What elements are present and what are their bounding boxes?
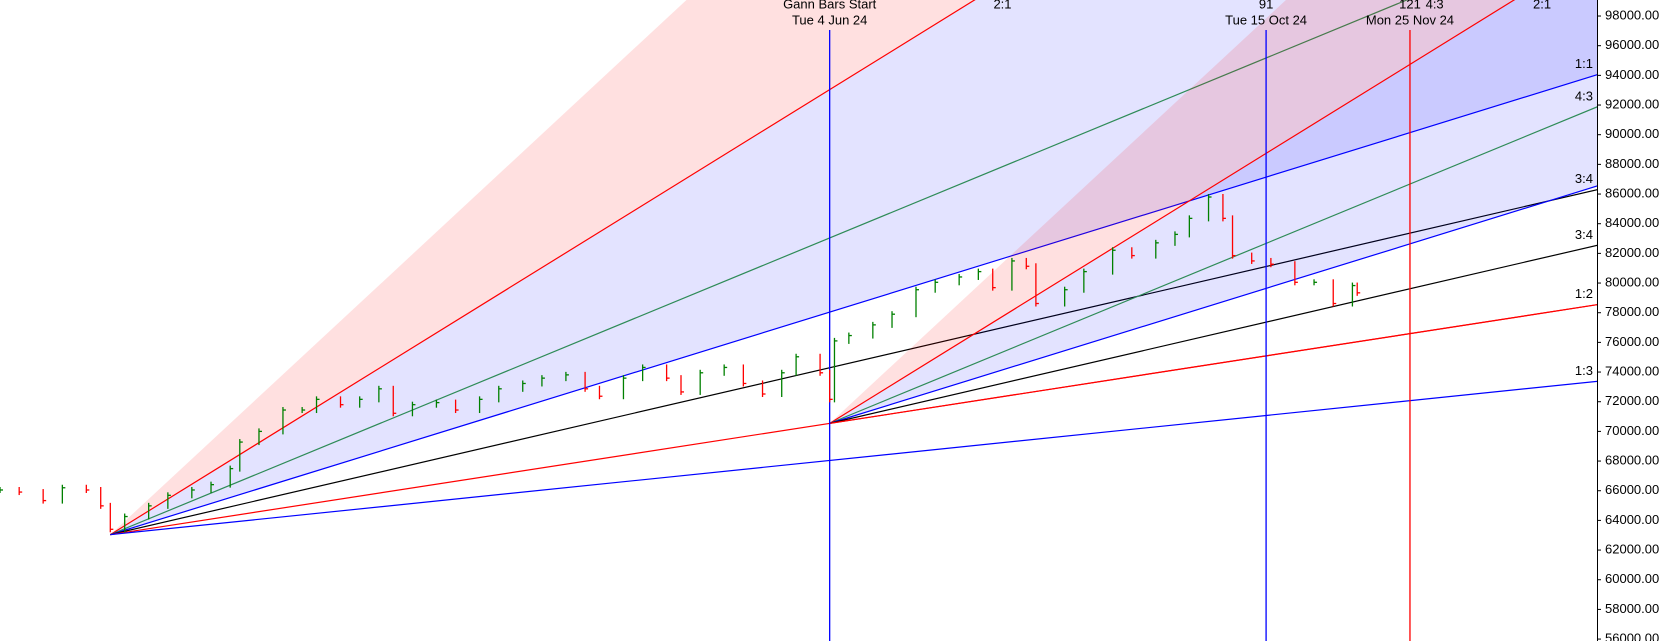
y-tick-label: 90000.00 [1605, 126, 1659, 141]
fan-line [829, 244, 1597, 424]
y-tick-label: 72000.00 [1605, 393, 1659, 408]
marker-label: 91 [1259, 0, 1273, 11]
marker-date: Mon 25 Nov 24 [1366, 12, 1454, 27]
y-tick-label: 58000.00 [1605, 601, 1659, 616]
y-tick-label: 60000.00 [1605, 571, 1659, 586]
y-tick-label: 70000.00 [1605, 423, 1659, 438]
fan-label: 1:2 [1575, 286, 1593, 301]
annotations: 2:1 4:3 1:1 3:4 1:2 1:3 2:1 4:3 3:4 Gann Bars Sta… [783, 0, 1593, 378]
fan-line [110, 74, 1597, 536]
marker-date: Tue 4 Jun 24 [792, 12, 867, 27]
fan-line [829, 106, 1597, 424]
fan-line [110, 0, 1409, 536]
fan-line [829, 185, 1597, 424]
y-tick-label: 80000.00 [1605, 274, 1659, 289]
y-tick-label: 78000.00 [1605, 304, 1659, 319]
marker-label: Gann Bars Start [783, 0, 877, 11]
fan-label: 4:3 [1426, 0, 1444, 11]
fan-line [110, 380, 1597, 536]
fan-label: 1:1 [1575, 56, 1593, 71]
y-axis: 98000.00 96000.00 94000.00 92000.00 90000.00… [1597, 7, 1659, 641]
fan-shade [829, 0, 1597, 424]
y-tick-label: 62000.00 [1605, 542, 1659, 557]
y-tick-label: 64000.00 [1605, 512, 1659, 527]
fan-label: 2:1 [1533, 0, 1551, 11]
marker-label: 121 [1399, 0, 1421, 11]
fan-line [829, 0, 1516, 424]
fan-line [110, 189, 1597, 536]
y-tick-label: 86000.00 [1605, 185, 1659, 200]
marker-date: Tue 15 Oct 24 [1225, 12, 1307, 27]
y-tick-label: 74000.00 [1605, 363, 1659, 378]
y-axis-area [1597, 0, 1670, 641]
fan-label: 3:4 [1575, 227, 1593, 242]
fan-shade [110, 0, 1597, 535]
fan-label: 3:4 [1575, 171, 1593, 186]
fan-label: 2:1 [993, 0, 1011, 11]
y-tick-label: 88000.00 [1605, 156, 1659, 171]
y-tick-label: 84000.00 [1605, 215, 1659, 230]
fan-line [829, 304, 1597, 424]
fan-line [109, 0, 976, 536]
y-tick-label: 94000.00 [1605, 67, 1659, 82]
y-tick-label: 98000.00 [1605, 7, 1659, 22]
y-tick-label: 76000.00 [1605, 334, 1659, 349]
fan-line [110, 304, 1597, 536]
y-tick-label: 68000.00 [1605, 452, 1659, 467]
fan-label: 1:3 [1575, 363, 1593, 378]
y-tick-label: 92000.00 [1605, 96, 1659, 111]
fan-label: 4:3 [1575, 88, 1593, 103]
y-tick-label: 82000.00 [1605, 245, 1659, 260]
y-tick-label: 96000.00 [1605, 37, 1659, 52]
y-tick-label: 56000.00 [1605, 631, 1659, 641]
y-tick-label: 66000.00 [1605, 482, 1659, 497]
